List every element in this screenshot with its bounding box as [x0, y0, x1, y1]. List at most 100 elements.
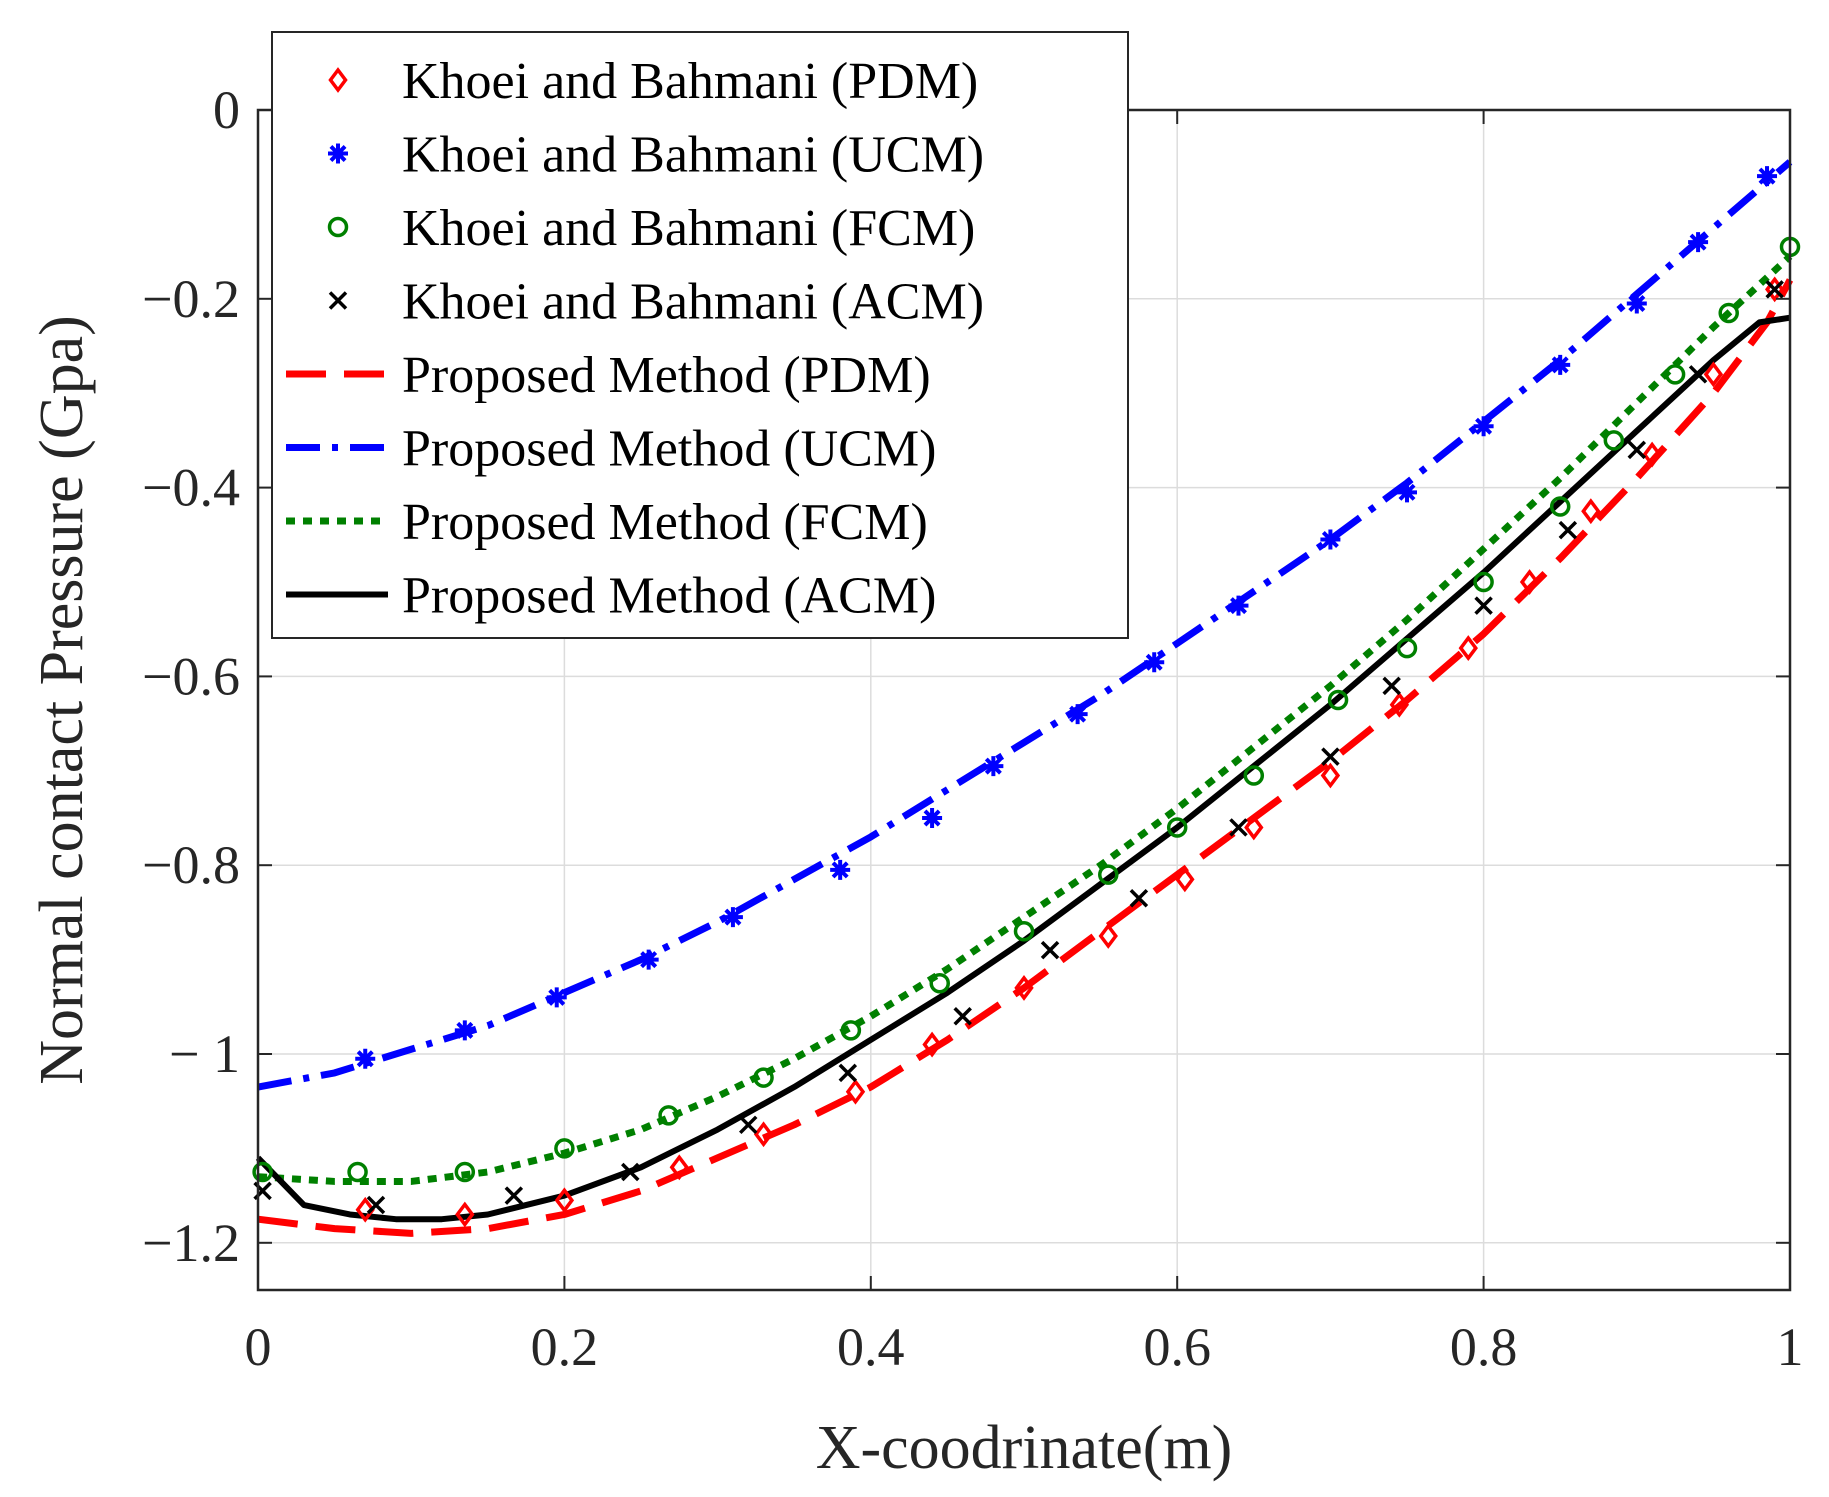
data-point — [753, 1067, 774, 1088]
data-point — [347, 1161, 368, 1183]
legend-label: Proposed Method (PDM) — [402, 347, 931, 404]
data-point — [355, 1048, 376, 1069]
data-point — [252, 1161, 273, 1183]
legend-marker — [328, 291, 348, 310]
data-point — [922, 1031, 942, 1058]
data-point — [1013, 921, 1035, 942]
data-point — [546, 987, 567, 1008]
data-point — [722, 907, 743, 928]
data-point — [1703, 361, 1724, 388]
legend-entry: Proposed Method (ACM) — [286, 568, 936, 625]
legend-entry: Khoei and Bahmani (ACM) — [328, 274, 984, 331]
data-point — [1473, 571, 1494, 593]
legend-label: Proposed Method (ACM) — [402, 568, 936, 625]
data-point — [1474, 596, 1493, 615]
data-point — [621, 1162, 640, 1182]
data-point — [1040, 940, 1060, 960]
series-layer — [252, 159, 1801, 1237]
y-axis-label: Normal contact Pressure (Gpa) — [28, 315, 96, 1085]
data-point — [1718, 302, 1739, 324]
legend-entry: Khoei and Bahmani (UCM) — [328, 127, 984, 184]
y-tick-label: −0.4 — [142, 458, 240, 518]
data-point — [1550, 354, 1571, 375]
data-point — [366, 1195, 386, 1215]
y-tick-label: −0.2 — [142, 269, 240, 329]
legend: Khoei and Bahmani (PDM) Khoei and Bahmani… — [271, 31, 1129, 639]
series-line-proposed-method-fcm — [257, 253, 1793, 1185]
data-point — [1396, 637, 1418, 659]
data-point — [1688, 232, 1709, 253]
data-point — [922, 808, 943, 828]
data-point — [1320, 529, 1341, 550]
data-point — [455, 1201, 475, 1228]
series-line-proposed-method-acm — [255, 314, 1791, 1223]
data-point — [669, 1154, 689, 1181]
legend-entry: Proposed Method (PDM) — [286, 347, 931, 404]
legend-entry: Proposed Method (FCM) — [286, 494, 928, 551]
x-tick-label: 0.4 — [837, 1317, 905, 1377]
series-markers-khoei-and-bahmani-ucm — [355, 166, 1778, 1069]
data-point — [1626, 293, 1647, 314]
series-markers-khoei-and-bahmani-acm — [253, 280, 1784, 1215]
data-point — [838, 1063, 858, 1083]
data-point — [1473, 416, 1494, 437]
data-point — [1229, 818, 1248, 837]
legend-marker — [328, 143, 348, 164]
series-line-proposed-method-pdm — [257, 278, 1794, 1237]
x-axis-label: X-coodrinate(m) — [816, 1414, 1233, 1482]
data-point — [1642, 441, 1662, 468]
data-point — [1558, 520, 1578, 540]
data-point — [1627, 440, 1647, 460]
legend-entry: Proposed Method (UCM) — [286, 421, 936, 478]
data-point — [1389, 691, 1410, 718]
legend-label: Proposed Method (FCM) — [402, 494, 928, 551]
data-point — [845, 1078, 866, 1105]
data-point — [1519, 569, 1540, 595]
y-tick-label: 0 — [213, 80, 240, 140]
data-point — [1166, 817, 1188, 838]
data-point — [355, 1196, 375, 1223]
y-tick-label: − 1 — [169, 1024, 240, 1084]
data-point — [1228, 595, 1249, 616]
data-point — [1321, 747, 1340, 766]
data-point — [1397, 482, 1417, 503]
data-point — [1581, 498, 1601, 525]
legend-label: Khoei and Bahmani (UCM) — [402, 127, 984, 184]
data-point — [504, 1186, 524, 1205]
data-point — [1664, 364, 1686, 385]
legend-label: Proposed Method (UCM) — [402, 421, 936, 478]
data-point — [1098, 864, 1119, 885]
x-tick-label: 0 — [245, 1317, 272, 1377]
data-point — [1144, 652, 1165, 673]
data-point — [454, 1020, 475, 1041]
data-point — [830, 859, 851, 880]
data-point — [554, 1187, 575, 1214]
data-point — [1382, 676, 1401, 696]
legend-label: Khoei and Bahmani (PDM) — [402, 53, 978, 110]
data-point — [1327, 689, 1349, 711]
y-tick-label: −1.2 — [142, 1213, 240, 1273]
data-point — [1765, 280, 1784, 299]
x-tick-label: 1 — [1777, 1317, 1804, 1377]
legend-label: Khoei and Bahmani (FCM) — [402, 200, 975, 257]
data-point — [1067, 704, 1088, 725]
data-point — [1098, 923, 1118, 949]
data-point — [1603, 430, 1625, 451]
data-point — [1244, 814, 1264, 841]
data-point — [739, 1115, 758, 1135]
data-point — [1243, 765, 1265, 786]
y-tick-label: −0.8 — [142, 835, 240, 895]
data-point — [638, 949, 659, 970]
data-point — [929, 972, 950, 994]
data-point — [983, 756, 1004, 777]
data-point — [1757, 166, 1778, 187]
legend-entry: Khoei and Bahmani (FCM) — [327, 200, 975, 257]
data-point — [1688, 365, 1708, 384]
data-point — [554, 1138, 575, 1159]
data-point — [953, 1007, 972, 1026]
series-line-proposed-method-ucm — [257, 159, 1793, 1091]
data-point — [1549, 496, 1571, 517]
data-point — [840, 1020, 862, 1041]
data-point — [1014, 975, 1034, 1001]
